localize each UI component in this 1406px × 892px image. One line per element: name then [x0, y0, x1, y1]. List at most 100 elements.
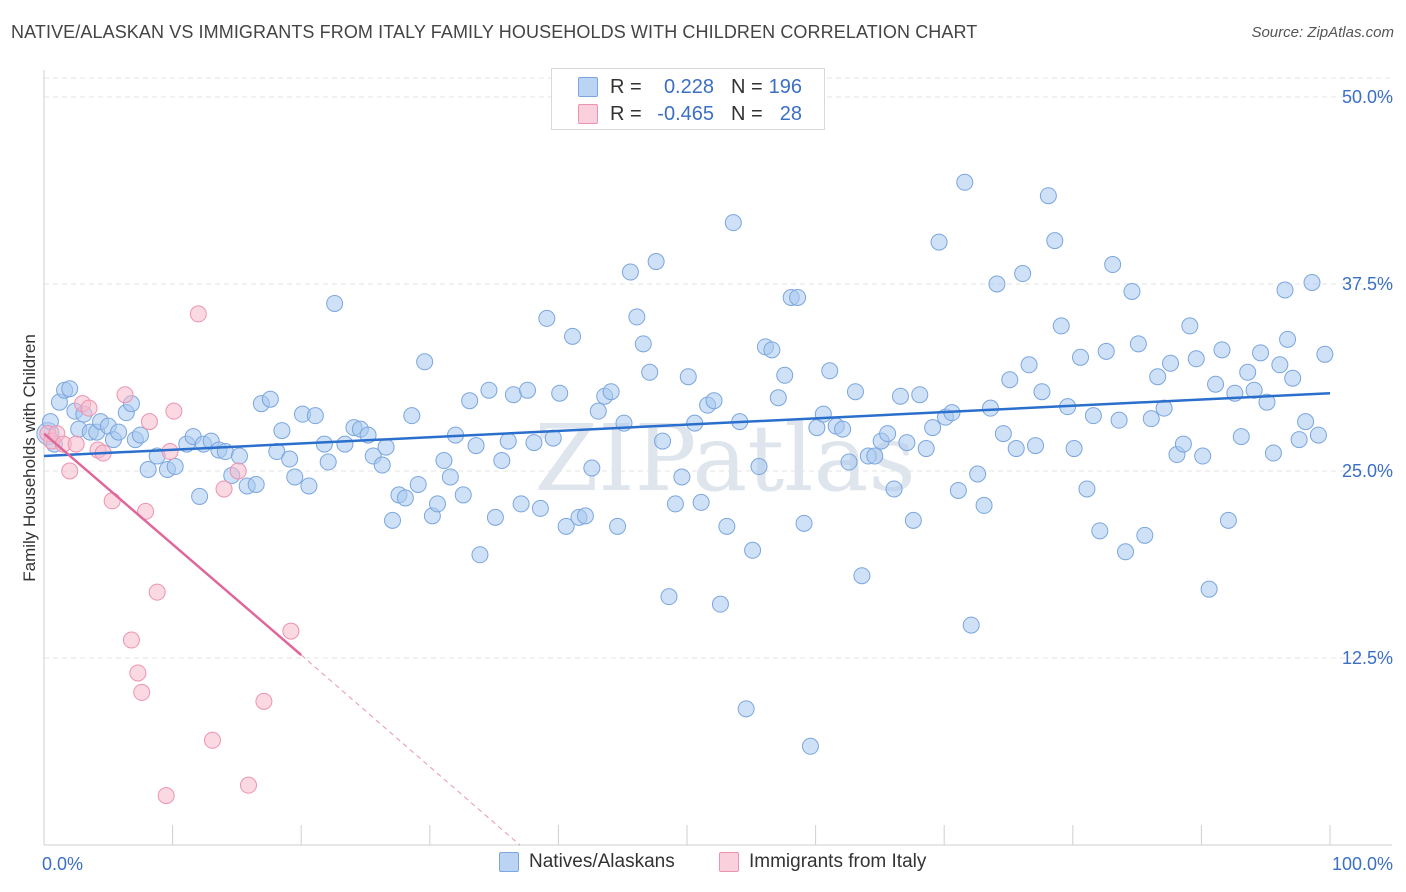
data-point-natives — [666, 495, 684, 513]
data-point-italy — [203, 731, 221, 749]
y-axis-tick-labels: 12.5% 25.0% 37.5% 50.0% — [1342, 87, 1393, 668]
data-point-natives — [1001, 371, 1019, 389]
data-point-natives — [1316, 345, 1334, 363]
trend-line-italy-extension — [300, 654, 521, 846]
data-point-natives — [1104, 256, 1122, 274]
data-point-natives — [885, 480, 903, 498]
blue-swatch — [578, 77, 598, 97]
data-point-natives — [1149, 368, 1167, 386]
data-point-natives — [679, 368, 697, 386]
data-point-italy — [133, 683, 151, 701]
legend-immigrants-from-italy: Immigrants from Italy — [719, 851, 926, 873]
data-point-natives — [61, 380, 79, 398]
data-point-italy — [215, 480, 233, 498]
watermark: ZIPatlas — [534, 405, 915, 512]
data-point-natives — [1284, 369, 1302, 387]
data-point-natives — [286, 468, 304, 486]
data-point-italy — [116, 386, 134, 404]
data-point-italy — [229, 462, 247, 480]
data-point-natives — [602, 383, 620, 401]
data-point-natives — [1181, 317, 1199, 335]
data-point-natives — [898, 434, 916, 452]
data-point-natives — [191, 487, 209, 505]
data-point-natives — [634, 335, 652, 353]
data-point-natives — [493, 452, 511, 470]
data-point-natives — [846, 383, 864, 401]
data-point-natives — [409, 475, 427, 493]
data-point-natives — [429, 495, 447, 513]
data-point-natives — [403, 407, 421, 425]
y-tick-label: 37.5% — [1342, 274, 1393, 294]
data-point-italy — [122, 631, 140, 649]
data-point-natives — [969, 465, 987, 483]
data-point-natives — [551, 384, 569, 402]
legend-label: Natives/Alaskans — [529, 851, 675, 872]
data-point-natives — [621, 263, 639, 281]
data-point-natives — [891, 387, 909, 405]
data-point-natives — [1245, 381, 1263, 399]
data-point-natives — [1258, 393, 1276, 411]
x-tick-label: 100.0% — [1332, 854, 1393, 874]
data-point-natives — [1084, 407, 1102, 425]
trend-line-italy — [43, 432, 303, 656]
data-point-natives — [956, 173, 974, 191]
data-point-natives — [471, 546, 489, 564]
data-point-natives — [416, 353, 434, 371]
data-point-italy — [61, 462, 79, 480]
stats-legend: R = 0.228 N = 196 R = -0.465 N = 28 — [551, 68, 825, 130]
data-point-natives — [917, 440, 935, 458]
data-point-natives — [499, 432, 517, 450]
data-point-natives — [949, 481, 967, 499]
data-point-natives — [1039, 187, 1057, 205]
r-value: 0.228 — [663, 75, 714, 98]
data-point-natives — [435, 452, 453, 470]
data-point-italy — [157, 787, 175, 805]
data-point-natives — [1219, 511, 1237, 529]
data-point-natives — [300, 477, 318, 495]
data-point-natives — [834, 420, 852, 438]
data-point-natives — [924, 419, 942, 437]
data-point-natives — [692, 493, 710, 511]
data-point-natives — [512, 495, 530, 513]
data-point-natives — [744, 541, 762, 559]
data-point-natives — [1187, 350, 1205, 368]
data-point-natives — [654, 432, 672, 450]
data-point-italy — [67, 435, 85, 453]
data-point-natives — [911, 386, 929, 404]
data-point-natives — [1174, 435, 1192, 453]
data-point-natives — [853, 567, 871, 585]
r-label: R = — [610, 102, 642, 125]
data-point-natives — [673, 468, 691, 486]
data-point-natives — [994, 425, 1012, 443]
data-point-natives — [139, 461, 157, 479]
r-label: R = — [610, 75, 642, 98]
data-point-natives — [326, 294, 344, 312]
data-point-natives — [564, 327, 582, 345]
data-point-natives — [1252, 344, 1270, 362]
series-immigrants-from-italy — [39, 305, 300, 805]
data-point-natives — [789, 288, 807, 306]
data-point-natives — [166, 458, 184, 476]
n-value: 196 — [768, 75, 802, 98]
data-point-natives — [396, 489, 414, 507]
data-point-natives — [1194, 447, 1212, 465]
data-point-natives — [1290, 431, 1308, 449]
data-point-natives — [461, 392, 479, 410]
data-point-natives — [1014, 265, 1032, 283]
data-point-natives — [724, 214, 742, 232]
data-point-natives — [660, 588, 678, 606]
data-point-natives — [583, 459, 601, 477]
data-point-natives — [230, 447, 248, 465]
data-point-natives — [384, 511, 402, 529]
data-point-natives — [1279, 330, 1297, 348]
data-point-natives — [1027, 437, 1045, 455]
data-point-natives — [1303, 274, 1321, 292]
data-point-natives — [1264, 444, 1282, 462]
y-tick-label: 12.5% — [1342, 648, 1393, 668]
data-point-natives — [281, 450, 299, 468]
data-point-italy — [282, 622, 300, 640]
data-point-natives — [930, 233, 948, 251]
data-point-natives — [441, 468, 459, 486]
blue-swatch — [499, 852, 519, 872]
